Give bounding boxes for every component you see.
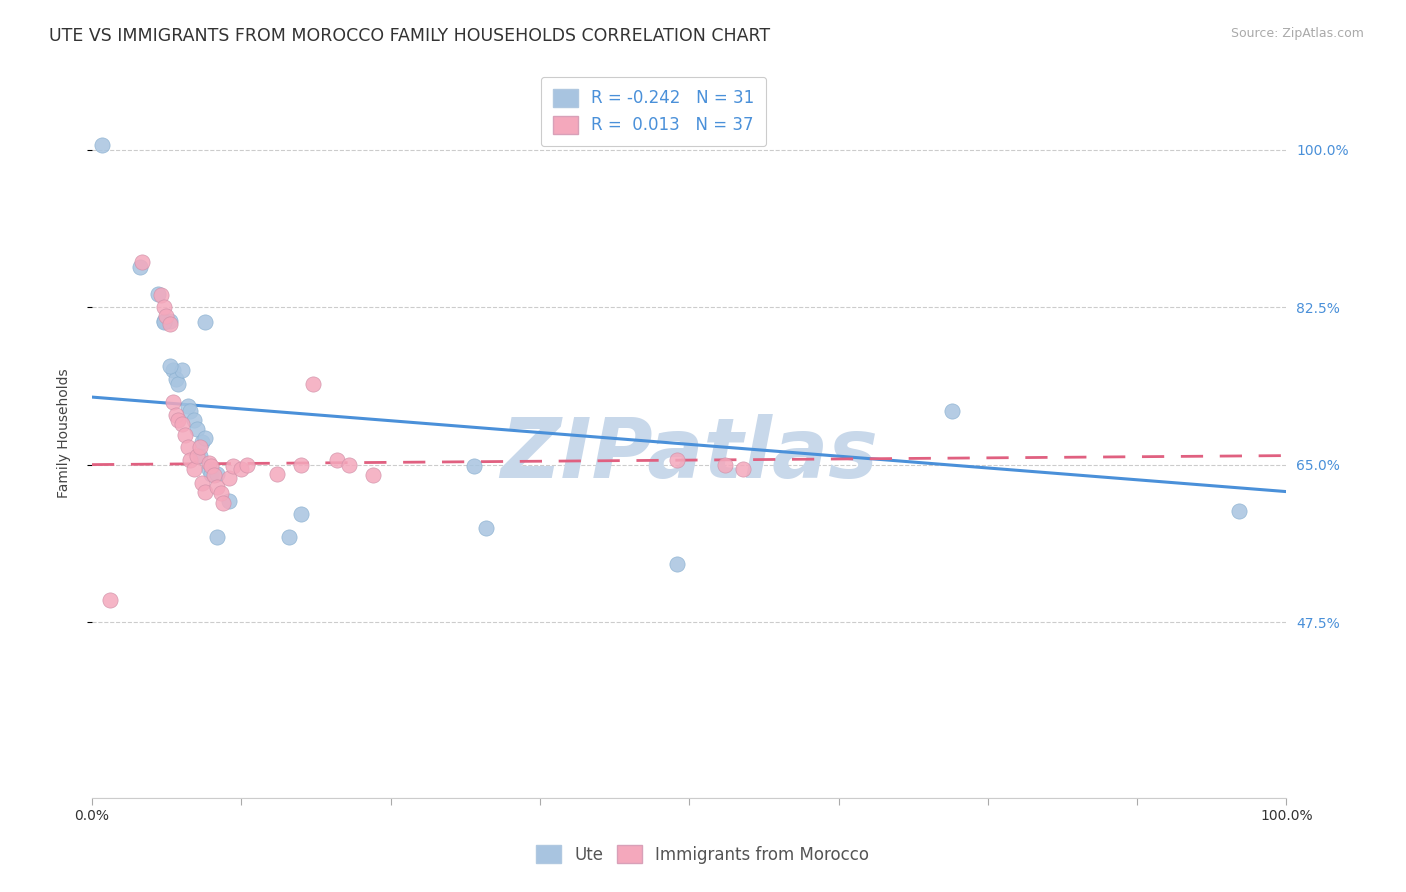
Point [174, 428, 197, 442]
Point [198, 456, 221, 470]
Point [167, 412, 190, 426]
Point [176, 440, 198, 454]
Point [188, 449, 211, 463]
Point [266, 467, 288, 481]
Point [236, 458, 259, 472]
Point [1227, 504, 1250, 518]
Point [202, 468, 225, 483]
Point [714, 458, 737, 472]
Point [162, 394, 184, 409]
Point [194, 431, 217, 445]
Point [188, 440, 211, 454]
Point [941, 403, 963, 417]
Point [290, 458, 312, 472]
Y-axis label: Family Households: Family Households [58, 368, 72, 498]
Point [150, 288, 173, 302]
Point [231, 462, 253, 476]
Point [463, 459, 485, 474]
Point [198, 462, 221, 476]
Point [170, 363, 193, 377]
Point [361, 468, 384, 483]
Point [207, 467, 229, 481]
Point [207, 480, 229, 494]
Point [146, 286, 169, 301]
Point [666, 453, 689, 467]
Point [186, 449, 208, 463]
Point [326, 453, 349, 467]
Point [302, 376, 325, 391]
Point [666, 557, 689, 571]
Point [212, 496, 235, 510]
Legend: Ute, Immigrants from Morocco: Ute, Immigrants from Morocco [530, 838, 876, 871]
Point [218, 493, 240, 508]
Point [207, 530, 229, 544]
Point [337, 458, 360, 472]
Point [98, 592, 121, 607]
Point [278, 530, 301, 544]
Point [159, 359, 181, 373]
Point [186, 421, 208, 435]
Point [200, 459, 222, 474]
Point [209, 486, 232, 500]
Point [191, 475, 214, 490]
Text: ZIPatlas: ZIPatlas [501, 415, 879, 495]
Point [200, 467, 222, 481]
Point [176, 399, 198, 413]
Point [159, 317, 181, 331]
Point [191, 435, 214, 450]
Point [165, 372, 187, 386]
Text: UTE VS IMMIGRANTS FROM MOROCCO FAMILY HOUSEHOLDS CORRELATION CHART: UTE VS IMMIGRANTS FROM MOROCCO FAMILY HO… [49, 27, 770, 45]
Point [170, 417, 193, 431]
Point [128, 260, 150, 274]
Point [183, 462, 205, 476]
Point [131, 255, 153, 269]
Point [155, 309, 177, 323]
Point [159, 313, 181, 327]
Point [194, 484, 217, 499]
Point [194, 315, 217, 329]
Point [218, 471, 240, 485]
Point [475, 520, 498, 534]
Point [179, 403, 201, 417]
Point [152, 300, 174, 314]
Point [183, 412, 205, 426]
Point [290, 507, 312, 521]
Point [162, 363, 184, 377]
Legend: R = -0.242   N = 31, R =  0.013   N = 37: R = -0.242 N = 31, R = 0.013 N = 37 [541, 77, 766, 146]
Point [222, 459, 245, 474]
Point [731, 462, 754, 476]
Point [167, 376, 190, 391]
Point [165, 408, 187, 422]
Point [90, 138, 112, 153]
Point [179, 453, 201, 467]
Point [152, 315, 174, 329]
Point [152, 313, 174, 327]
Text: Source: ZipAtlas.com: Source: ZipAtlas.com [1230, 27, 1364, 40]
